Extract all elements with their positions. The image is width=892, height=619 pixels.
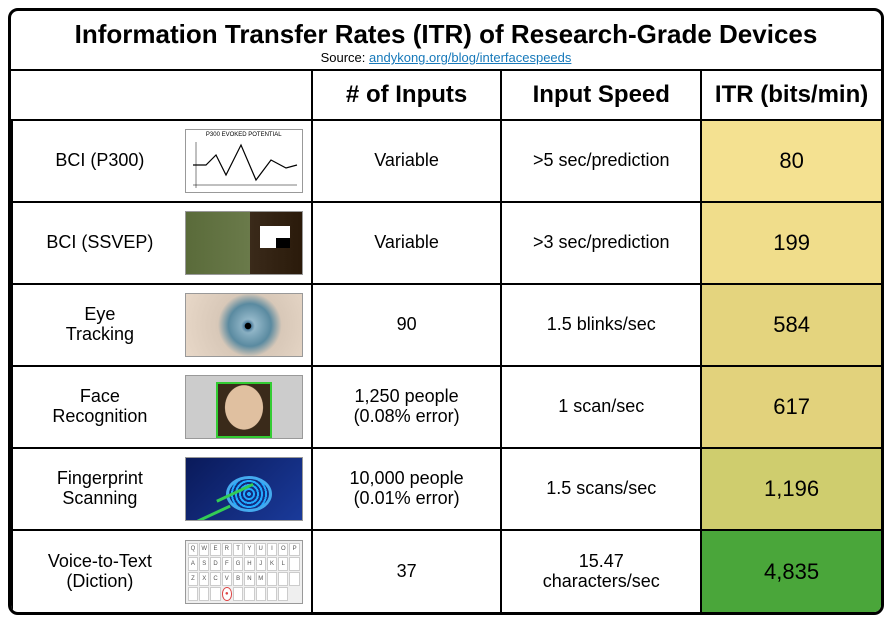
speed-cell: >3 sec/prediction bbox=[501, 202, 701, 284]
inputs-cell: 90 bbox=[312, 284, 502, 366]
source-label: Source: bbox=[321, 50, 366, 65]
thumb-ssvep-icon bbox=[185, 211, 303, 275]
page-title: Information Transfer Rates (ITR) of Rese… bbox=[21, 19, 871, 50]
speed-cell: 1.5 scans/sec bbox=[501, 448, 701, 530]
table-row: BCI (P300) Variable >5 sec/prediction 80 bbox=[12, 120, 881, 202]
speed-cell: 1 scan/sec bbox=[501, 366, 701, 448]
table-container: Information Transfer Rates (ITR) of Rese… bbox=[8, 8, 884, 615]
device-cell: BCI (SSVEP) bbox=[12, 202, 312, 284]
inputs-cell: 10,000 people(0.01% error) bbox=[312, 448, 502, 530]
table-row: FaceRecognition 1,250 people(0.08% error… bbox=[12, 366, 881, 448]
device-cell: Voice-to-Text(Diction) QWERTYUIOPASDFGHJ… bbox=[12, 530, 312, 612]
thumb-fingerprint-icon bbox=[185, 457, 303, 521]
device-cell: FaceRecognition bbox=[12, 366, 312, 448]
thumb-p300-icon bbox=[185, 129, 303, 193]
device-label: FaceRecognition bbox=[21, 387, 179, 427]
itr-cell: 4,835 bbox=[701, 530, 881, 612]
thumb-eye-icon bbox=[185, 293, 303, 357]
device-label: EyeTracking bbox=[21, 305, 179, 345]
table-row: FingerprintScanning 10,000 people(0.01% … bbox=[12, 448, 881, 530]
col-itr: ITR (bits/min) bbox=[701, 71, 881, 120]
source-line: Source: andykong.org/blog/interfacespeed… bbox=[21, 50, 871, 65]
inputs-cell: 37 bbox=[312, 530, 502, 612]
table-row: BCI (SSVEP) Variable >3 sec/prediction 1… bbox=[12, 202, 881, 284]
itr-cell: 1,196 bbox=[701, 448, 881, 530]
inputs-cell: Variable bbox=[312, 202, 502, 284]
table-row: EyeTracking 90 1.5 blinks/sec 584 bbox=[12, 284, 881, 366]
speed-cell: 15.47characters/sec bbox=[501, 530, 701, 612]
thumb-face-icon bbox=[185, 375, 303, 439]
inputs-cell: Variable bbox=[312, 120, 502, 202]
source-link[interactable]: andykong.org/blog/interfacespeeds bbox=[369, 50, 571, 65]
itr-table: # of Inputs Input Speed ITR (bits/min) B… bbox=[11, 71, 881, 612]
header-row: # of Inputs Input Speed ITR (bits/min) bbox=[12, 71, 881, 120]
itr-cell: 617 bbox=[701, 366, 881, 448]
device-label: BCI (P300) bbox=[21, 151, 179, 171]
col-device bbox=[12, 71, 312, 120]
itr-cell: 199 bbox=[701, 202, 881, 284]
col-inputs: # of Inputs bbox=[312, 71, 502, 120]
device-label: FingerprintScanning bbox=[21, 469, 179, 509]
speed-cell: >5 sec/prediction bbox=[501, 120, 701, 202]
device-cell: BCI (P300) bbox=[12, 120, 312, 202]
thumb-keyboard-icon: QWERTYUIOPASDFGHJKL ZXCVBNM ● bbox=[185, 540, 303, 604]
itr-cell: 584 bbox=[701, 284, 881, 366]
title-block: Information Transfer Rates (ITR) of Rese… bbox=[11, 11, 881, 71]
device-label: Voice-to-Text(Diction) bbox=[21, 552, 179, 592]
speed-cell: 1.5 blinks/sec bbox=[501, 284, 701, 366]
inputs-cell: 1,250 people(0.08% error) bbox=[312, 366, 502, 448]
device-cell: FingerprintScanning bbox=[12, 448, 312, 530]
table-row: Voice-to-Text(Diction) QWERTYUIOPASDFGHJ… bbox=[12, 530, 881, 612]
col-speed: Input Speed bbox=[501, 71, 701, 120]
device-cell: EyeTracking bbox=[12, 284, 312, 366]
itr-cell: 80 bbox=[701, 120, 881, 202]
device-label: BCI (SSVEP) bbox=[21, 233, 179, 253]
